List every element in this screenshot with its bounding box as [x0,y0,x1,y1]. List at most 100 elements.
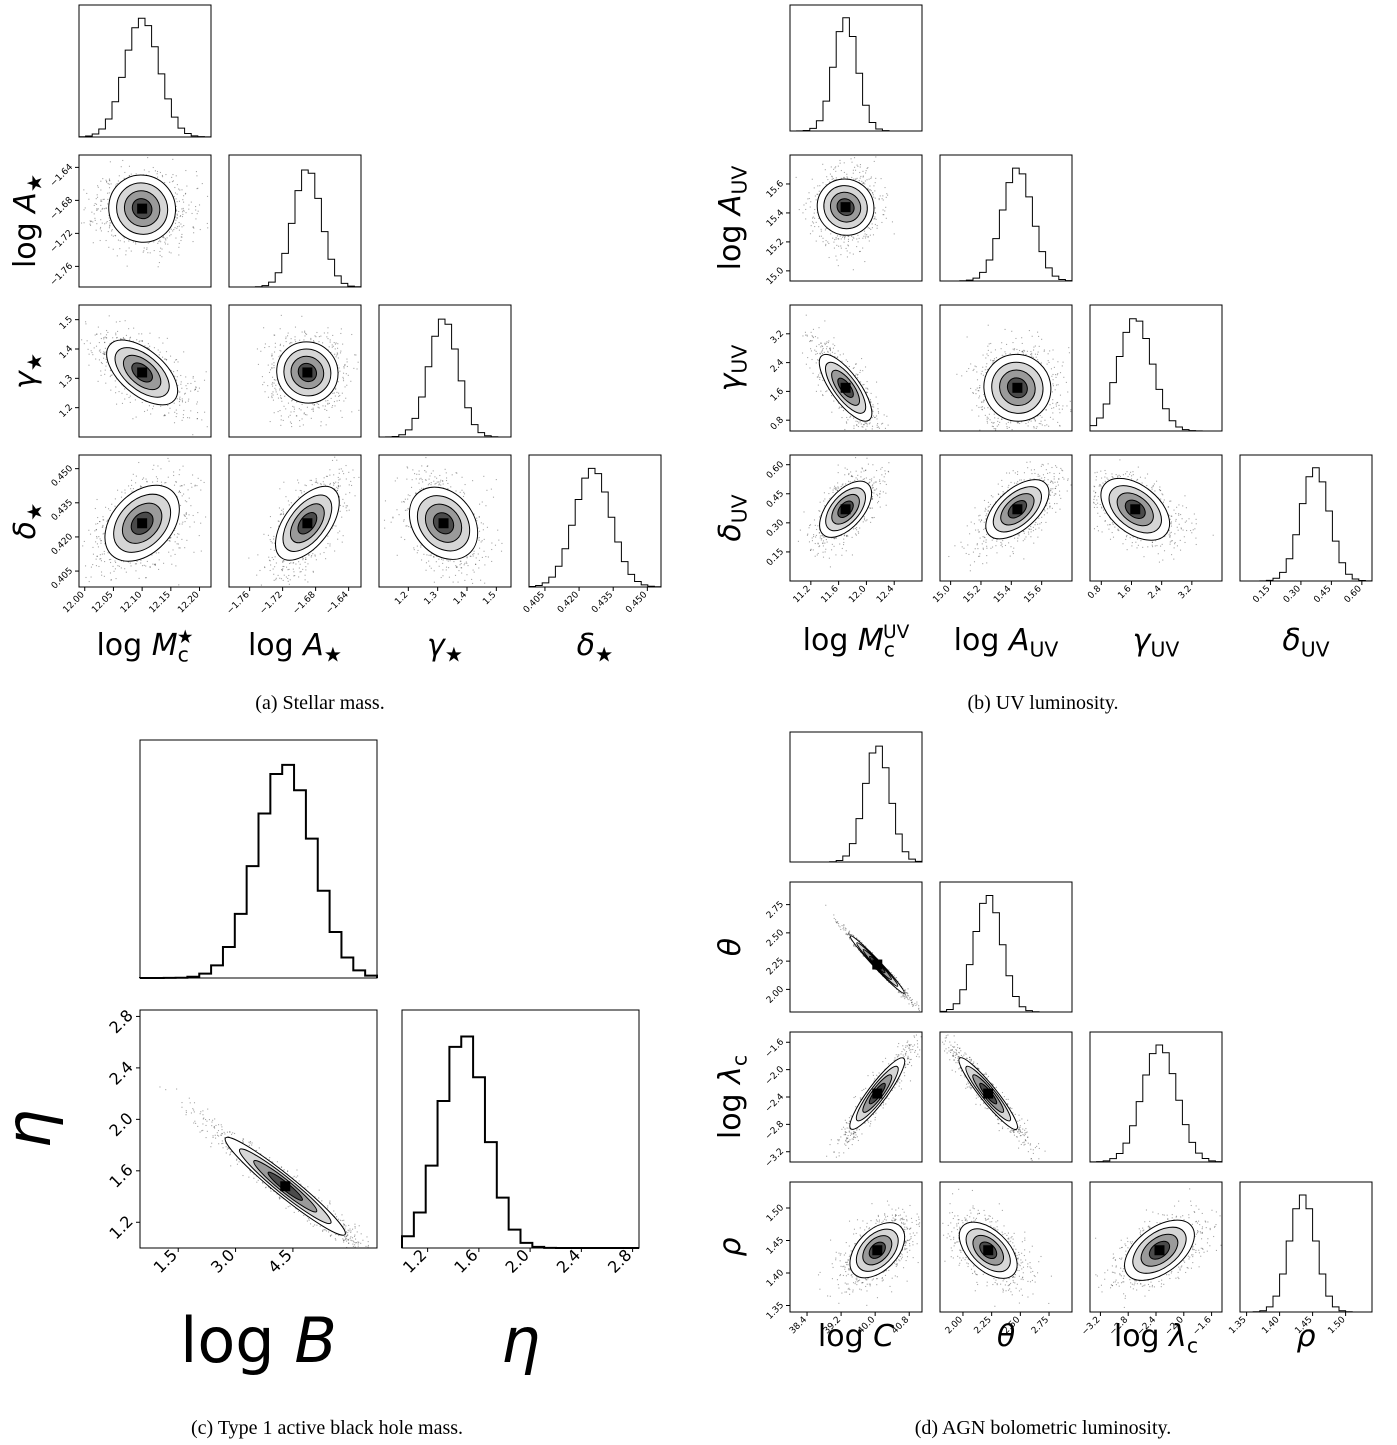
x-tick-label: 12.10 [119,590,144,615]
x-tick-label: 11.2 [792,584,813,605]
density-peak [137,367,148,378]
x-tick-label: 38.4 [788,1315,809,1336]
x-tick-label: −1.64 [324,590,351,617]
scatter-panel-3-2 [939,304,1073,432]
density-peak [840,382,851,393]
y-tick-label: 0.450 [50,464,75,489]
panel-frame [939,1031,1073,1163]
axis-label: log Mc★ [96,627,193,667]
histogram-line [789,17,922,132]
axis-label: γ★ [427,628,463,667]
y-tick-label: −3.2 [764,1147,787,1170]
axis-label: δUV [713,494,752,541]
y-tick-label: −1.68 [49,195,76,222]
y-tick-label: 2.75 [765,900,786,921]
axis-label: δ★ [577,628,614,667]
y-tick-label: 0.405 [50,566,75,591]
x-tick-label: 15.4 [992,584,1013,605]
histogram-2: 1.2 1.6 2.0 2.4 2.8 [399,1009,640,1277]
y-tick-label: 0.15 [765,547,786,568]
histogram-line [229,169,362,288]
histogram-line [1240,1194,1372,1313]
y-tick-label: 0.60 [765,460,786,481]
density-peak [137,203,148,214]
panel-frame [78,4,212,138]
x-tick-label: 0.15 [1251,584,1272,605]
histogram-4: 0.15 0.30 0.45 0.60 [1239,454,1373,605]
density-peak [983,1245,994,1256]
y-tick-label: −1.76 [49,261,76,288]
caption-uv-luminosity: (b) UV luminosity. [967,692,1118,714]
y-tick-label: 2.8 [105,1006,136,1037]
histogram-2 [228,154,362,288]
x-tick-label: 0.405 [522,590,547,615]
histogram-line [939,895,1072,1013]
y-tick-label: −2.8 [764,1119,787,1142]
scatter-panel-3-2 [939,1031,1073,1163]
density-peak [1154,1245,1165,1256]
histogram-line [1089,318,1223,432]
histogram-1 [78,4,212,138]
x-tick-label: 15.0 [931,584,952,605]
x-tick-label: 12.00 [62,590,87,615]
y-tick-label: −2.4 [764,1092,787,1115]
scatter-panel-4-2: 2.00 2.25 2.50 2.75 [939,1181,1073,1336]
histogram-3 [1089,1031,1223,1163]
scatter-panel-3-2 [228,304,362,438]
scatter-panel-4-3: −3.2 −2.8 −2.4 −2.0 −1.6 [1080,1181,1223,1338]
histogram-line [78,17,212,138]
corner-plot-black-hole-mass: 1.5 3.0 4.5 1.2 1.6 2.0 2.4 2.8 1.2 1.6 2.0 2.4 2.8 l… [0,739,640,1377]
x-tick-label: 1.50 [1326,1315,1347,1336]
panel-frame [1089,1181,1223,1313]
histogram-3 [1089,304,1223,432]
scatter-panel-4-3: 1.2 1.3 1.4 1.5 [378,454,512,607]
y-tick-label: 3.2 [769,329,786,346]
x-tick-label: 3.2 [1177,584,1194,601]
x-tick-label: 0.420 [556,590,581,615]
x-tick-label: 1.5 [481,590,498,607]
y-tick-label: 1.3 [58,373,75,390]
histogram-line [1240,467,1373,582]
x-tick-label: 1.2 [393,590,410,607]
axis-label: log λc [713,1055,752,1139]
histogram-line [401,1035,639,1249]
axis-label: ρ [1296,1319,1315,1354]
caption-stellar-mass: (a) Stellar mass. [255,692,384,714]
x-tick-label: 15.2 [962,584,983,605]
y-tick-label: 2.0 [105,1109,136,1140]
y-tick-label: 1.40 [765,1268,786,1289]
panel-frame [139,1009,378,1249]
scatter-panel-4-2: 15.0 15.2 15.4 15.6 [931,454,1073,605]
x-tick-label: 1.40 [1260,1315,1281,1336]
x-tick-label: 1.3 [423,590,440,607]
density-peak [280,1181,291,1192]
caption-agn-luminosity: (d) AGN bolometric luminosity. [915,1417,1171,1439]
x-tick-label: 0.60 [1343,584,1364,605]
x-tick-label: 1.5 [150,1245,181,1276]
histogram-line [790,745,923,863]
panel-frame [401,1009,640,1249]
panel-frame [1239,454,1373,582]
axis-label: δ★ [8,503,47,540]
scatter-panel-4-1: 11.2 11.6 12.0 12.4 0.15 0.30 0.45 0.60 [765,454,923,605]
y-tick-label: 1.4 [58,344,75,361]
scatter-panel-2-1: 15.0 15.2 15.4 15.6 [765,154,923,287]
x-tick-label: 1.35 [1227,1315,1248,1336]
scatter-panel-4-3: 0.8 1.6 2.4 3.2 [1086,454,1223,601]
scatter-panel-3-1: 0.8 1.6 2.4 3.2 [769,304,923,432]
y-tick-label: 15.4 [765,208,786,229]
axis-label: log AUV [713,166,752,271]
density-peak [438,518,449,529]
density-peak [137,518,148,529]
panel-frame [789,1031,923,1163]
x-tick-label: 2.4 [1147,584,1164,601]
histogram-line [1089,1044,1223,1163]
y-tick-label: −2.0 [764,1064,787,1087]
histogram-4: 0.405 0.420 0.435 0.450 [522,454,662,615]
y-tick-label: 2.4 [105,1057,136,1088]
y-tick-label: 15.0 [765,266,786,287]
density-peak [872,1088,883,1099]
axis-label: log λc [1114,1319,1198,1358]
histogram-line [139,763,378,979]
axis-label: log McUV [803,622,910,662]
